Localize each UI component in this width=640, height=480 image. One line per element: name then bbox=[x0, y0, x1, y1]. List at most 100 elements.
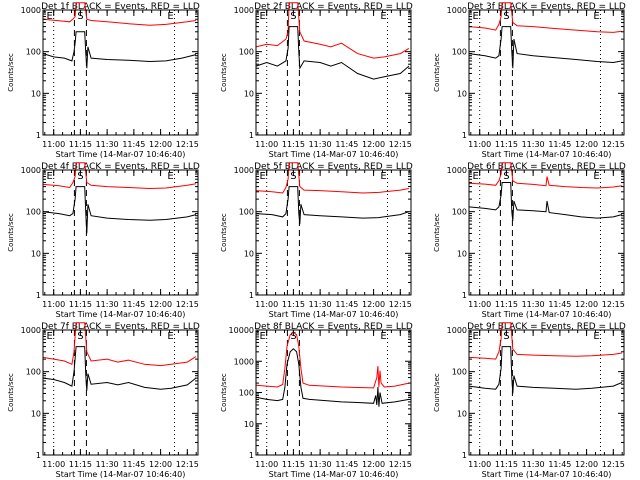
series-black-events bbox=[468, 26, 622, 69]
y-tick-label: 1000 bbox=[447, 6, 467, 15]
x-tick-label: 11:00 bbox=[468, 140, 491, 149]
x-tick-label: 11:30 bbox=[309, 300, 332, 309]
y-tick-label: 1000 bbox=[447, 166, 467, 175]
marker-label-s: S bbox=[290, 171, 296, 182]
y-tick-label: 1 bbox=[462, 131, 467, 140]
series-black-events bbox=[255, 26, 410, 80]
y-tick-label: 10 bbox=[244, 420, 254, 429]
series-red-lld bbox=[255, 2, 410, 59]
y-axis-title: Counts/sec bbox=[7, 213, 15, 252]
x-axis-title: Start Time (14-Mar-07 10:46:40) bbox=[482, 150, 612, 159]
x-tick-label: 11:45 bbox=[122, 140, 145, 149]
y-axis-title: Counts/sec bbox=[7, 373, 15, 412]
x-tick-label: 11:15 bbox=[69, 140, 92, 149]
x-tick-label: 11:15 bbox=[495, 300, 518, 309]
panel-title: Det 8f BLACK = Events, RED = LLD bbox=[254, 322, 413, 332]
series-black-events bbox=[468, 346, 623, 394]
marker-label-s: S bbox=[290, 11, 296, 22]
x-tick-label: 11:45 bbox=[122, 300, 145, 309]
marker-label-s: S bbox=[503, 171, 509, 182]
x-tick-label: 11:30 bbox=[309, 140, 332, 149]
x-tick-label: 12:00 bbox=[575, 460, 598, 469]
series-black-events bbox=[42, 186, 197, 234]
series-black-events bbox=[42, 346, 197, 391]
series-black-events bbox=[468, 182, 623, 221]
y-tick-label: 1 bbox=[249, 451, 254, 460]
y-tick-label: 100 bbox=[239, 48, 254, 57]
plot-frame bbox=[468, 329, 625, 456]
y-tick-label: 1 bbox=[462, 291, 467, 300]
y-axis-title: Counts/sec bbox=[433, 373, 441, 412]
y-tick-label: 10 bbox=[457, 89, 467, 98]
x-tick-label: 12:00 bbox=[149, 140, 172, 149]
series-red-lld bbox=[42, 322, 197, 367]
marker-label-e: E bbox=[380, 171, 386, 182]
x-tick-label: 12:00 bbox=[575, 300, 598, 309]
series-red-lld bbox=[468, 2, 622, 33]
x-tick-label: 12:15 bbox=[176, 300, 199, 309]
series-red-lld bbox=[468, 322, 622, 360]
series-black-events bbox=[255, 186, 410, 225]
y-tick-label: 100 bbox=[239, 208, 254, 217]
marker-label-e: E bbox=[47, 171, 53, 182]
y-tick-label: 10 bbox=[244, 89, 254, 98]
marker-label-s: S bbox=[77, 11, 83, 22]
x-tick-label: 12:00 bbox=[149, 300, 172, 309]
y-tick-label: 100 bbox=[26, 208, 41, 217]
plot-frame bbox=[255, 169, 412, 296]
x-tick-label: 11:30 bbox=[96, 460, 119, 469]
x-tick-label: 11:30 bbox=[96, 140, 119, 149]
x-axis-title: Start Time (14-Mar-07 10:46:40) bbox=[56, 310, 186, 319]
marker-label-e: E bbox=[260, 171, 266, 182]
series-red-lld bbox=[255, 331, 410, 389]
y-tick-label: 100 bbox=[452, 208, 467, 217]
x-tick-label: 12:00 bbox=[362, 140, 385, 149]
marker-label-s: S bbox=[290, 331, 296, 342]
x-tick-label: 11:45 bbox=[548, 460, 571, 469]
y-tick-label: 1 bbox=[36, 131, 41, 140]
y-tick-label: 100 bbox=[452, 48, 467, 57]
y-tick-label: 1000 bbox=[234, 166, 254, 175]
y-tick-label: 10 bbox=[31, 249, 41, 258]
y-tick-label: 1000 bbox=[21, 326, 41, 335]
plot-frame bbox=[468, 169, 625, 296]
x-tick-label: 11:00 bbox=[42, 140, 65, 149]
x-tick-label: 12:15 bbox=[389, 140, 412, 149]
x-tick-label: 11:15 bbox=[495, 460, 518, 469]
x-tick-label: 11:00 bbox=[255, 460, 278, 469]
marker-label-e: E bbox=[47, 11, 53, 22]
series-red-lld bbox=[255, 162, 409, 194]
panel-title: Det 9f BLACK = Events, RED = LLD bbox=[467, 322, 626, 332]
marker-label-e: E bbox=[167, 331, 173, 342]
x-tick-label: 11:30 bbox=[309, 460, 332, 469]
marker-label-e: E bbox=[593, 331, 599, 342]
x-tick-label: 11:30 bbox=[522, 300, 545, 309]
x-tick-label: 11:30 bbox=[522, 460, 545, 469]
x-tick-label: 11:15 bbox=[282, 140, 305, 149]
marker-label-e: E bbox=[593, 11, 599, 22]
x-tick-label: 12:15 bbox=[602, 460, 625, 469]
x-tick-label: 11:30 bbox=[522, 140, 545, 149]
x-tick-label: 12:00 bbox=[575, 140, 598, 149]
x-axis-title: Start Time (14-Mar-07 10:46:40) bbox=[269, 150, 399, 159]
x-tick-label: 11:45 bbox=[122, 460, 145, 469]
x-tick-label: 12:00 bbox=[362, 460, 385, 469]
panel-title: Det 3f BLACK = Events, RED = LLD bbox=[467, 2, 626, 12]
marker-label-e: E bbox=[260, 331, 266, 342]
x-tick-label: 11:15 bbox=[69, 460, 92, 469]
x-tick-label: 11:45 bbox=[335, 460, 358, 469]
y-tick-label: 1 bbox=[249, 291, 254, 300]
y-tick-label: 100 bbox=[452, 368, 467, 377]
marker-label-e: E bbox=[473, 331, 479, 342]
x-tick-label: 11:00 bbox=[468, 460, 491, 469]
x-tick-label: 12:00 bbox=[362, 300, 385, 309]
plot-frame bbox=[42, 9, 199, 136]
marker-label-s: S bbox=[503, 11, 509, 22]
x-tick-label: 12:15 bbox=[602, 300, 625, 309]
y-tick-label: 10 bbox=[244, 249, 254, 258]
